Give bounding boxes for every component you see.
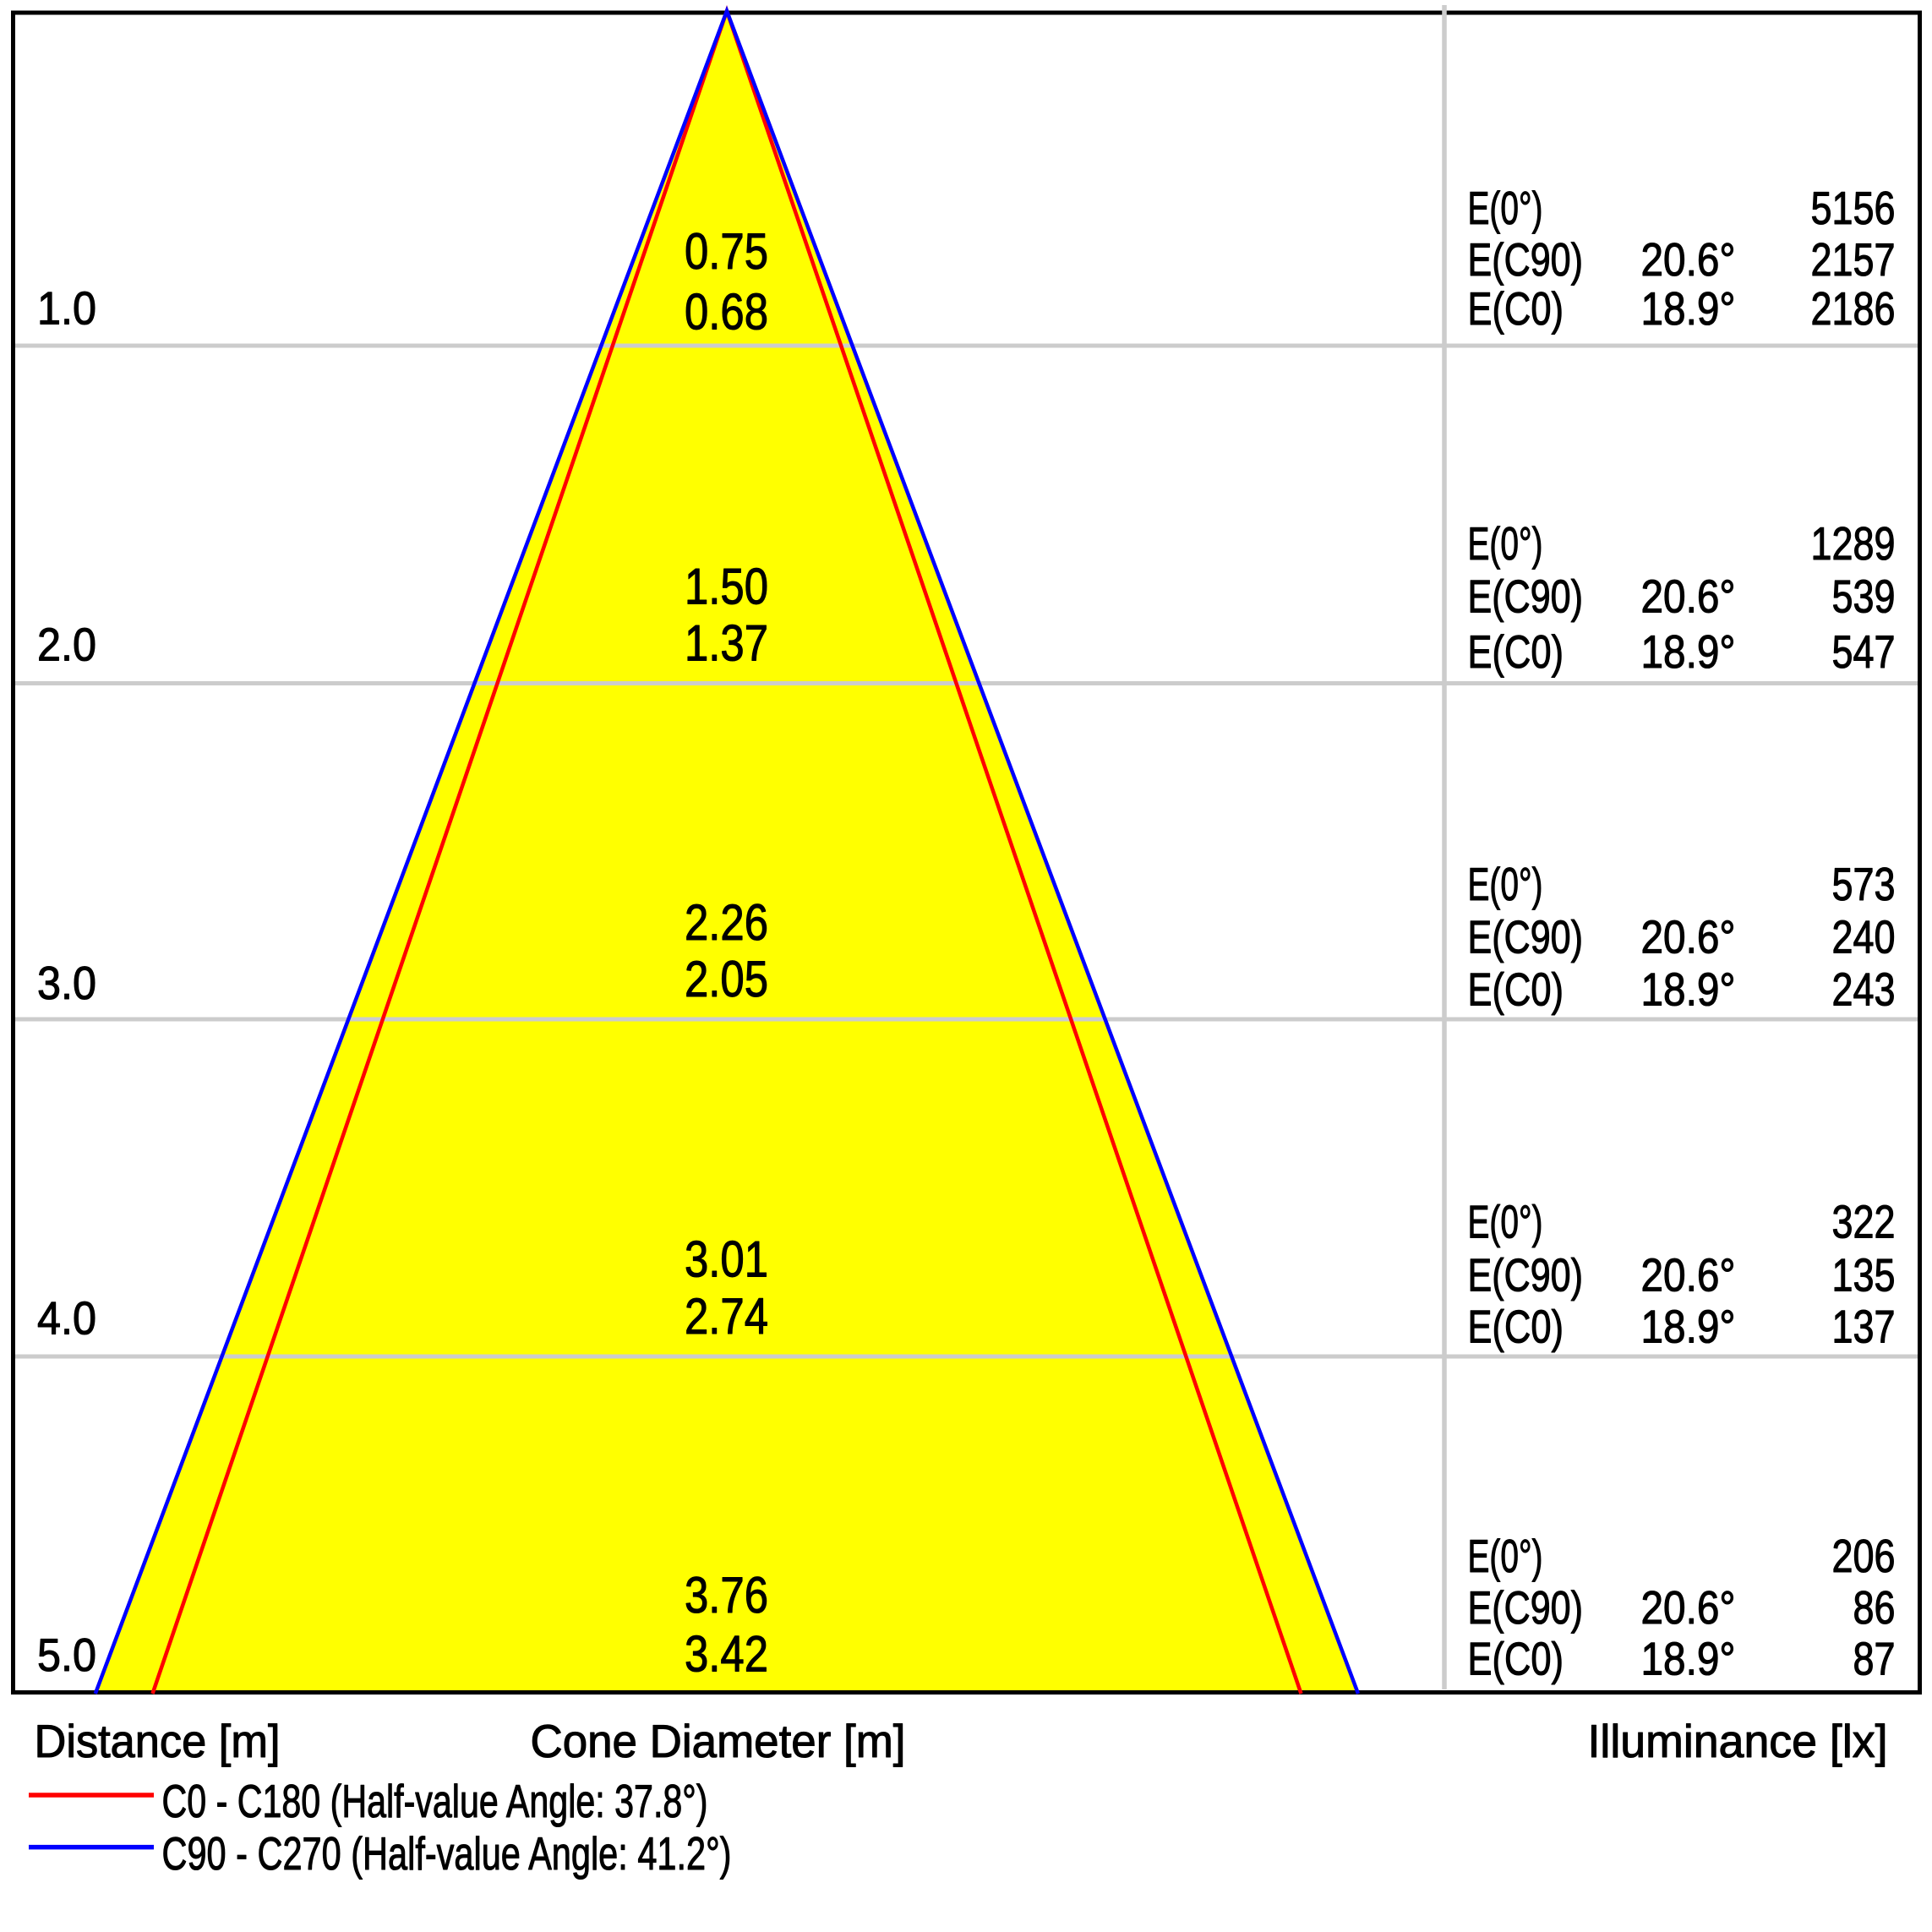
- svg-text:4.0: 4.0: [37, 1292, 96, 1345]
- svg-text:573: 573: [1832, 858, 1896, 910]
- svg-text:2157: 2157: [1811, 233, 1896, 286]
- svg-text:E(C0): E(C0): [1468, 963, 1564, 1016]
- svg-text:E(0°): E(0°): [1468, 182, 1543, 234]
- svg-text:206: 206: [1832, 1530, 1896, 1582]
- svg-text:0.75: 0.75: [685, 223, 768, 280]
- svg-text:E(C0): E(C0): [1468, 1301, 1564, 1353]
- svg-text:243: 243: [1832, 963, 1896, 1016]
- svg-text:1.50: 1.50: [685, 559, 768, 615]
- svg-text:322: 322: [1832, 1196, 1896, 1248]
- svg-text:240: 240: [1832, 911, 1896, 963]
- svg-text:18.9°: 18.9°: [1641, 963, 1736, 1016]
- svg-text:1.0: 1.0: [37, 282, 96, 335]
- svg-text:86: 86: [1853, 1581, 1896, 1634]
- svg-text:2.26: 2.26: [685, 894, 768, 951]
- svg-text:E(C90): E(C90): [1468, 1249, 1584, 1302]
- svg-text:E(C90): E(C90): [1468, 1581, 1584, 1634]
- svg-text:18.9°: 18.9°: [1641, 625, 1736, 678]
- svg-text:5156: 5156: [1811, 182, 1896, 234]
- svg-text:539: 539: [1832, 570, 1896, 623]
- svg-text:2.74: 2.74: [685, 1288, 768, 1345]
- svg-text:Illuminance [lx]: Illuminance [lx]: [1588, 1715, 1888, 1767]
- svg-text:1289: 1289: [1811, 517, 1896, 570]
- svg-text:20.6°: 20.6°: [1641, 1249, 1736, 1302]
- svg-text:135: 135: [1832, 1249, 1896, 1302]
- svg-text:C90 - C270 (Half-value Angle:: C90 - C270 (Half-value Angle: 41.2°): [162, 1827, 732, 1880]
- svg-text:3.76: 3.76: [685, 1567, 768, 1624]
- svg-text:1.37: 1.37: [685, 615, 768, 672]
- svg-text:E(0°): E(0°): [1468, 1530, 1543, 1582]
- svg-text:E(C0): E(C0): [1468, 1633, 1564, 1685]
- svg-text:3.42: 3.42: [685, 1626, 768, 1683]
- svg-text:2.0: 2.0: [37, 619, 96, 671]
- svg-text:20.6°: 20.6°: [1641, 570, 1736, 623]
- svg-text:18.9°: 18.9°: [1641, 1301, 1736, 1353]
- svg-text:E(C0): E(C0): [1468, 282, 1564, 335]
- svg-text:0.68: 0.68: [685, 284, 768, 341]
- svg-text:137: 137: [1832, 1301, 1896, 1353]
- svg-text:Cone Diameter [m]: Cone Diameter [m]: [531, 1715, 906, 1767]
- svg-text:20.6°: 20.6°: [1641, 911, 1736, 963]
- svg-text:20.6°: 20.6°: [1641, 233, 1736, 286]
- svg-text:Distance [m]: Distance [m]: [35, 1715, 281, 1767]
- svg-text:547: 547: [1832, 625, 1896, 678]
- svg-text:C0 - C180 (Half-value Angle: 3: C0 - C180 (Half-value Angle: 37.8°): [162, 1775, 708, 1827]
- svg-text:3.0: 3.0: [37, 957, 96, 1009]
- svg-text:E(C90): E(C90): [1468, 233, 1584, 286]
- svg-text:E(C90): E(C90): [1468, 911, 1584, 963]
- svg-text:E(0°): E(0°): [1468, 517, 1543, 570]
- svg-text:18.9°: 18.9°: [1641, 1633, 1736, 1685]
- svg-text:2186: 2186: [1811, 282, 1896, 335]
- svg-text:2.05: 2.05: [685, 951, 768, 1007]
- svg-text:5.0: 5.0: [37, 1629, 96, 1681]
- svg-text:87: 87: [1853, 1633, 1896, 1685]
- svg-text:3.01: 3.01: [685, 1231, 768, 1288]
- svg-text:E(0°): E(0°): [1468, 858, 1543, 910]
- svg-text:20.6°: 20.6°: [1641, 1581, 1736, 1634]
- svg-text:E(C0): E(C0): [1468, 625, 1564, 678]
- svg-text:E(C90): E(C90): [1468, 570, 1584, 623]
- svg-text:18.9°: 18.9°: [1641, 282, 1736, 335]
- svg-text:E(0°): E(0°): [1468, 1196, 1543, 1248]
